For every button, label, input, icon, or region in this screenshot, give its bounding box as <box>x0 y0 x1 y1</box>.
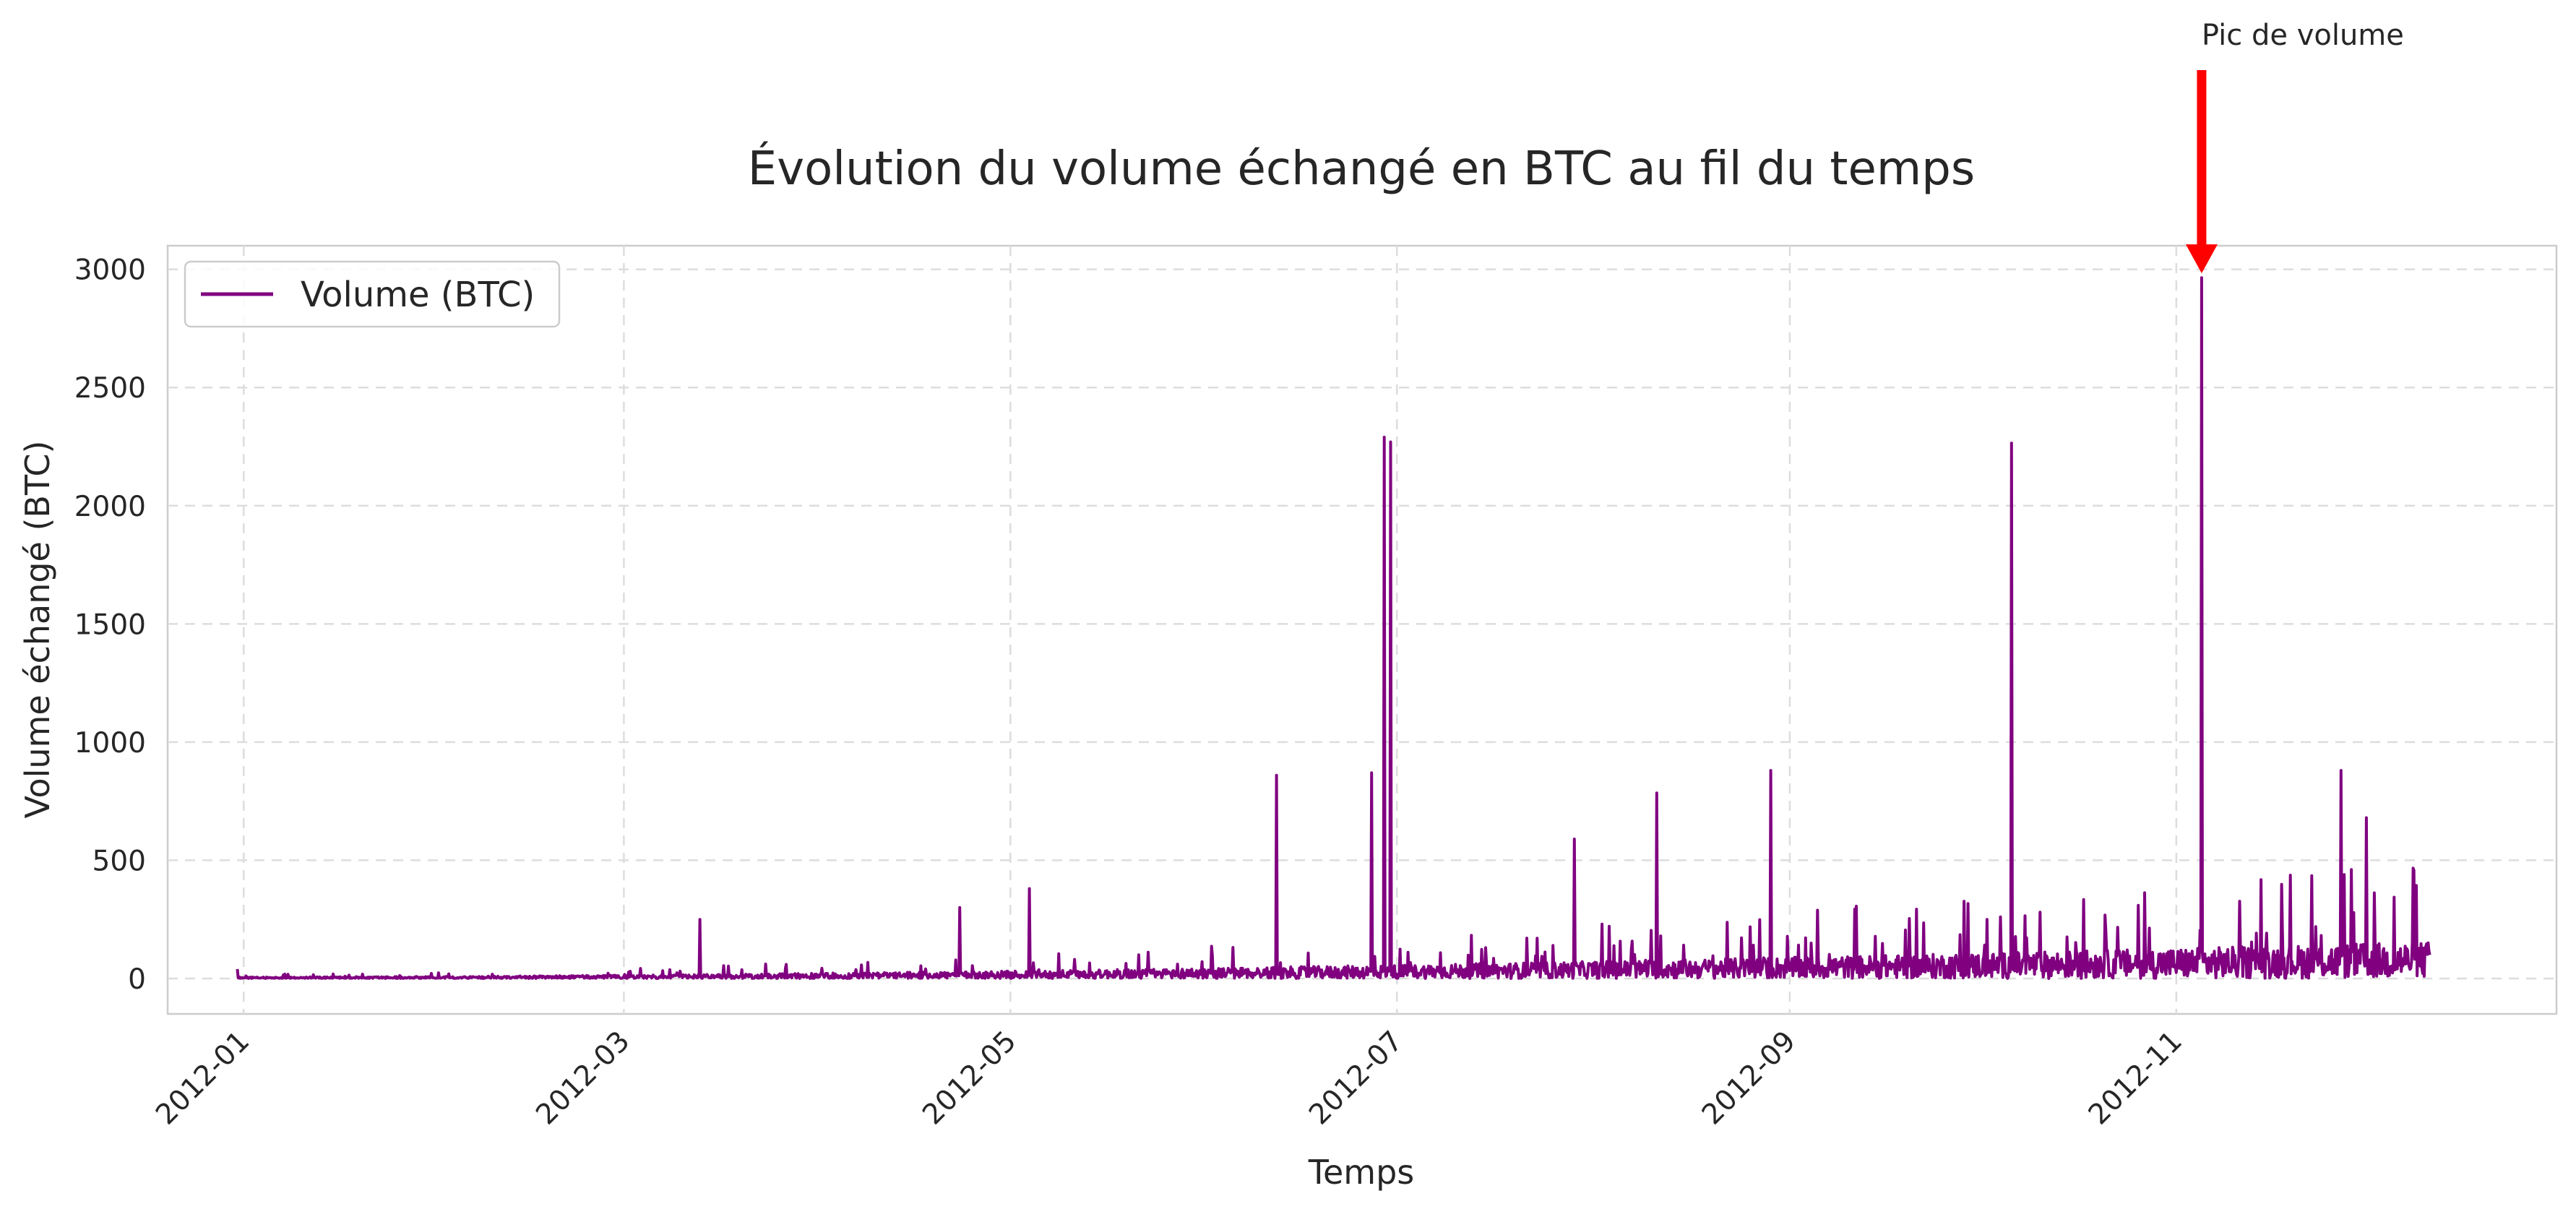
y-tick-label: 0 <box>128 963 146 996</box>
plot-area <box>166 244 2558 1015</box>
volume-series-line <box>236 276 2431 980</box>
series-group <box>236 276 2431 980</box>
y-tick-label: 1500 <box>74 608 146 641</box>
x-axis-label: Temps <box>1308 1153 1415 1192</box>
peak-annotation: Pic de volume <box>2185 19 2404 274</box>
y-tick-label: 2000 <box>74 491 146 523</box>
y-axis-ticks: 0 500 1000 1500 2000 2500 3000 <box>74 254 146 996</box>
y-axis-label: Volume échangé (BTC) <box>18 441 57 819</box>
y-tick-label: 500 <box>92 845 146 877</box>
annotation-arrow-head <box>2185 244 2218 274</box>
y-tick-label: 1000 <box>74 727 146 760</box>
y-tick-label: 2500 <box>74 372 146 405</box>
x-gridlines <box>242 246 2178 1014</box>
chart-title: Évolution du volume échangé en BTC au fi… <box>748 141 1975 196</box>
legend-frame <box>184 260 561 328</box>
legend-label: Volume (BTC) <box>301 275 535 315</box>
plot-frame <box>166 244 2558 1015</box>
annotation-text: Pic de volume <box>2202 19 2404 52</box>
legend: Volume (BTC) <box>184 260 561 328</box>
y-tick-label: 3000 <box>74 254 146 287</box>
